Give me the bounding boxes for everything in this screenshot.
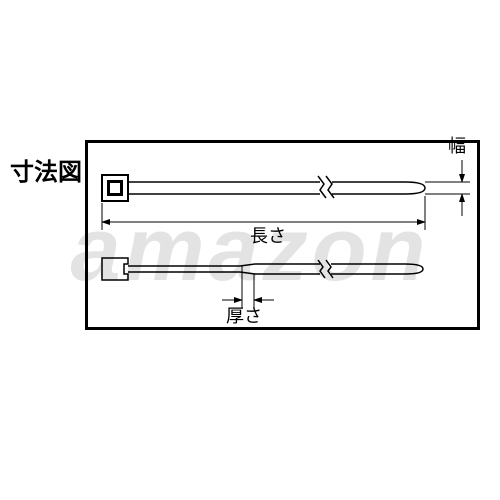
thickness-label: 厚さ bbox=[226, 302, 262, 328]
width-label: 幅 bbox=[448, 132, 466, 158]
page-container: amazon 寸法図 bbox=[0, 0, 500, 500]
top-view bbox=[102, 160, 470, 216]
dimension-diagram: 寸法図 bbox=[10, 140, 490, 340]
side-view bbox=[102, 258, 423, 308]
length-label: 長さ bbox=[250, 222, 286, 248]
